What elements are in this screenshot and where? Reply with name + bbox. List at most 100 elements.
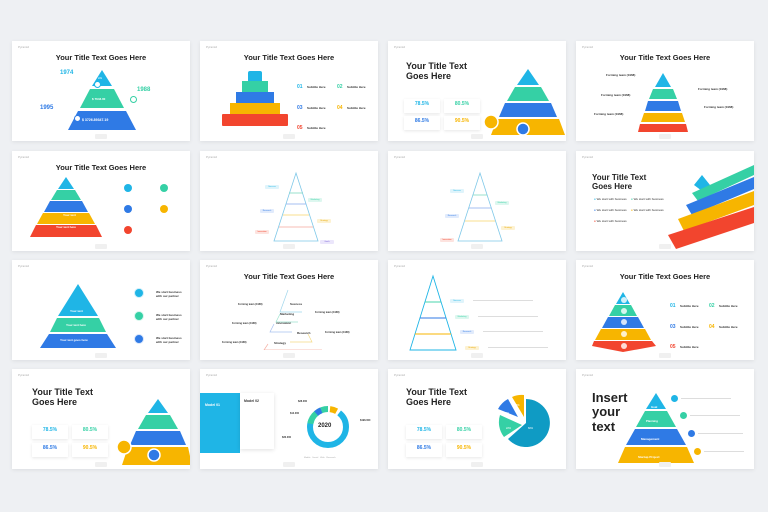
placeholder-text: [698, 433, 743, 434]
pyramid-graphic: [618, 393, 694, 463]
item-04: 04 Subtitle Here: [337, 105, 366, 111]
bullet: ● We start with business: [594, 208, 627, 212]
slide-tag: Pyramid: [206, 264, 218, 268]
slide-tag: Pyramid: [18, 155, 30, 159]
slide-15-pie-chart[interactable]: Pyramid Your Title Text Goes Here 78.5% 8…: [388, 369, 566, 469]
pie-chart: [498, 394, 550, 447]
step-label: Innovation: [276, 321, 292, 325]
pie-label: 8%: [516, 404, 520, 407]
bullet-icon: [671, 395, 678, 402]
slide-title: Your Title Text Goes Here: [243, 272, 335, 281]
layer-label: Startup Project: [638, 455, 660, 459]
step-label: Research: [297, 331, 311, 335]
bullet: ● We start with business: [594, 219, 627, 223]
slide-tag: Pyramid: [582, 264, 594, 268]
slide-10-step-outline[interactable]: Pyramid Your Title Text Goes Here Succes…: [200, 260, 378, 360]
bullet-icon: [160, 184, 168, 192]
bullet-icon: [124, 205, 132, 213]
item-text: We start business with our partner: [156, 336, 182, 344]
slide-title: Your Title Text Goes Here: [32, 387, 94, 408]
slide-2-stacked-tiers[interactable]: Pyramid Your Title Text Goes Here 01 Sub…: [200, 41, 378, 141]
placeholder-text: [704, 451, 744, 452]
item-text: We start business with our partner: [156, 290, 182, 298]
slide-tag: Pyramid: [394, 264, 406, 268]
slide-tag: Pyramid: [394, 373, 406, 377]
year-1995: 1995: [40, 105, 54, 111]
pill-label: Goals: [320, 240, 334, 244]
pie-label: 10%: [504, 412, 510, 415]
tier-1: [248, 71, 262, 81]
layer-label: Your text here: [66, 323, 86, 327]
slide-tag: Pyramid: [582, 155, 594, 159]
pill-label: Innovation: [255, 230, 269, 234]
pill-label: Marketing: [495, 201, 509, 205]
pie-label: 22%: [506, 427, 512, 430]
stat-card: 78.5%: [404, 99, 440, 113]
slide-title: Your Title Text Goes Here: [55, 163, 147, 172]
stat-card: 80.5%: [72, 425, 108, 439]
slide-14-donut-chart[interactable]: Pyramid Model 01 Model 02 2020 $28.000 $…: [200, 369, 378, 469]
stat-card: 90.5%: [444, 116, 480, 130]
label: Forming team (1968): [325, 331, 350, 334]
slide-9-three-tier-pyramid[interactable]: Pyramid Your text Your text here Your te…: [12, 260, 190, 360]
slide-title: Your Title Text Goes Here: [243, 53, 335, 62]
slide-6-outline-pyramid[interactable]: Pyramid Success Marketing Research Strat…: [200, 151, 378, 251]
stat-card: 86.5%: [406, 443, 442, 457]
slide-4-layered-pyramid-labels[interactable]: Pyramid Your Title Text Goes Here Formin…: [576, 41, 754, 141]
pill-label: Success: [265, 185, 279, 189]
model-card-right: Model 02: [240, 393, 274, 449]
slide-5-pyramid-list[interactable]: Pyramid Your Title Text Goes Here Your t…: [12, 151, 190, 251]
slide-8-isometric-steps[interactable]: Pyramid Your Title Text Goes Here ● We st…: [576, 151, 754, 251]
slide-7-outline-pyramid[interactable]: Pyramid Success Marketing Research Strat…: [388, 151, 566, 251]
stat-card: 90.5%: [72, 443, 108, 457]
item-icon: [134, 311, 144, 321]
placeholder-text: [478, 316, 538, 317]
slide-tag: Pyramid: [582, 373, 594, 377]
stat-card: 80.5%: [444, 99, 480, 113]
icon-circle: [74, 115, 81, 122]
bullet-icon: [688, 430, 695, 437]
slide-title: Your Title Text Goes Here: [406, 61, 468, 82]
slide-3-3d-pyramid-stats[interactable]: Pyramid Your Title Text Goes Here 78.5% 8…: [388, 41, 566, 141]
outline-pyramid-graphic: [273, 171, 319, 242]
pill-label: Marketing: [455, 315, 469, 319]
layer-label: Your text: [70, 309, 83, 313]
item-02: 02 Subtitle Here: [337, 84, 366, 90]
stat-card: 90.5%: [446, 443, 482, 457]
slide-13-3d-pyramid-stats[interactable]: Pyramid Your Title Text Goes Here 78.5% 8…: [12, 369, 190, 469]
slide-tag: Pyramid: [206, 45, 218, 49]
slide-16-insert-text-pyramid[interactable]: Pyramid Insert your text Goal Planning M…: [576, 369, 754, 469]
label: Forming team (1968): [232, 322, 257, 325]
layer-label: Planning: [646, 419, 658, 423]
slide-1-pyramid-years[interactable]: Pyramid Your Title Text Goes Here 22k $ …: [12, 41, 190, 141]
slide-title: Your Title Text Goes Here: [619, 53, 711, 62]
slide-tag: Pyramid: [18, 264, 30, 268]
label: Forming team (1968): [222, 341, 247, 344]
slide-tag: Pyramid: [206, 155, 218, 159]
slide-tag: Pyramid: [394, 155, 406, 159]
step-label: Success: [290, 302, 303, 306]
slide-title: Your Title Text Goes Here: [619, 272, 711, 281]
slide-tag: Pyramid: [394, 45, 406, 49]
item-03: 03 Subtitle Here: [297, 105, 326, 111]
pill-label: Strategy: [465, 346, 479, 350]
label: Forming team (1968): [238, 303, 263, 306]
stat-card: 78.5%: [406, 425, 442, 439]
page-number: [95, 134, 107, 139]
3d-pyramid-graphic: [483, 69, 565, 136]
item-text: We start business with our partner: [156, 313, 182, 321]
pie-label: 60%: [528, 427, 534, 430]
year-1988: 1988: [137, 87, 151, 93]
page-number: [95, 462, 107, 467]
bullet-icon: [160, 205, 168, 213]
pyramid-graphic: [40, 284, 116, 348]
stat-card: 86.5%: [404, 116, 440, 130]
pill-label: Success: [450, 189, 464, 193]
slide-12-cone-pyramid[interactable]: Pyramid Your Title Text Goes Here 01 Sub…: [576, 260, 754, 360]
slide-11-outline-pyramid-left[interactable]: Pyramid Success Marketing Research Strat…: [388, 260, 566, 360]
item-01: 01 Subtitle Here: [670, 303, 699, 309]
pill-label: Strategy: [317, 219, 331, 223]
pill-label: Success: [450, 299, 464, 303]
placeholder-text: [690, 415, 740, 416]
stat-card: 86.5%: [32, 443, 68, 457]
